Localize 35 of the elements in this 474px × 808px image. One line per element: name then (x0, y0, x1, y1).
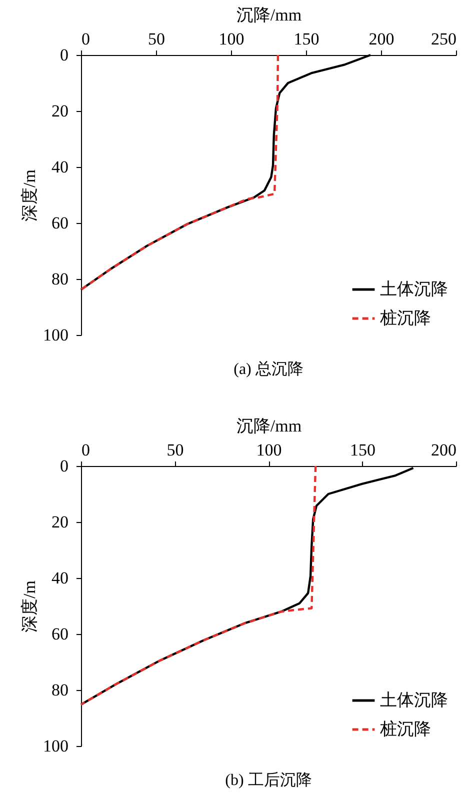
y-axis-title: 深度/m (20, 580, 39, 632)
y-tick-label: 60 (52, 214, 68, 232)
y-tick-label: 20 (52, 102, 68, 120)
y-tick-label: 80 (52, 270, 68, 288)
legend-label: 土体沉降 (380, 690, 448, 710)
y-tick-label: 0 (60, 456, 68, 476)
x-tick-label: 100 (256, 440, 282, 460)
legend-label: 桩沉降 (379, 720, 431, 738)
y-tick-label: 20 (52, 512, 68, 532)
x-tick-label: 50 (166, 440, 184, 460)
x-axis-title: 沉降/mm (236, 416, 302, 436)
x-tick-label: 150 (294, 30, 320, 48)
text: (a) 总沉降 (234, 360, 304, 378)
x-tick-label: 100 (218, 30, 244, 48)
x-tick-label: 250 (431, 30, 456, 48)
x-tick-label: 0 (82, 440, 90, 460)
y-tick-label: 0 (60, 46, 68, 64)
x-tick-label: 50 (148, 30, 165, 48)
y-tick-label: 100 (43, 326, 68, 344)
x-tick-label: 200 (368, 30, 394, 48)
legend-label: 桩沉降 (379, 308, 431, 328)
y-tick-label: 40 (52, 158, 68, 176)
x-tick-label: 200 (431, 440, 456, 460)
y-tick-label: 40 (52, 568, 68, 588)
y-tick-label: 100 (43, 736, 68, 756)
legend-label: 土体沉降 (380, 280, 448, 298)
text: (b) 工后沉降 (225, 771, 312, 789)
y-tick-label: 60 (52, 624, 68, 644)
line-series (80, 54, 280, 291)
x-tick-label: 0 (82, 30, 90, 48)
line-series (80, 464, 317, 706)
x-tick-label: 150 (350, 440, 376, 460)
y-axis-title: 深度/m (20, 170, 39, 222)
x-axis-title: 沉降/mm (236, 6, 302, 24)
y-tick-label: 80 (52, 680, 68, 700)
